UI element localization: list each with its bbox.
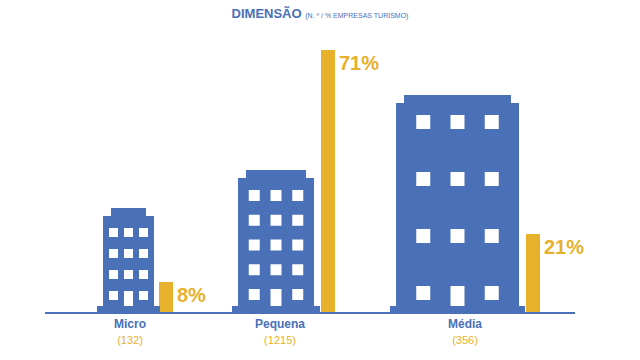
svg-text:Pequena(1215): Pequena(1215) [255, 317, 305, 346]
svg-text:Média(356): Média(356) [448, 317, 482, 346]
svg-text:Micro(132): Micro(132) [114, 317, 146, 346]
svg-text:DIMENSÃO (N. º / % EMPRESAS TU: DIMENSÃO (N. º / % EMPRESAS TURISMO) [232, 6, 409, 21]
svg-text:8%: 8% [177, 284, 206, 306]
svg-text:71%: 71% [339, 52, 379, 74]
svg-text:21%: 21% [544, 236, 584, 258]
